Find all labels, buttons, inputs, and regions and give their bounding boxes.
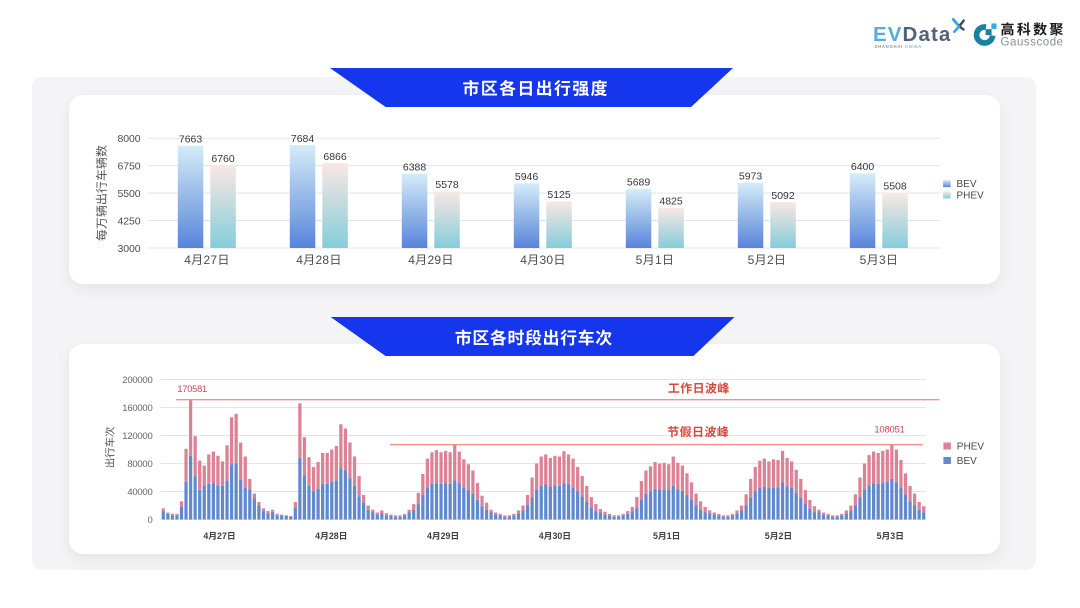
svg-text:5973: 5973 (739, 170, 763, 182)
svg-text:PHEV: PHEV (957, 442, 985, 453)
svg-text:8000: 8000 (118, 133, 141, 145)
svg-text:6750: 6750 (118, 160, 141, 172)
svg-text:1: 1 (655, 253, 662, 267)
svg-text:5: 5 (765, 531, 770, 541)
svg-text:5: 5 (748, 253, 755, 267)
svg-text:120000: 120000 (122, 431, 152, 442)
svg-text:200000: 200000 (122, 375, 152, 386)
svg-text:5: 5 (860, 253, 867, 267)
svg-text:2: 2 (767, 253, 774, 267)
svg-text:3: 3 (890, 531, 895, 541)
svg-text:6400: 6400 (851, 161, 875, 173)
svg-text:27: 27 (203, 253, 217, 267)
svg-text:27: 27 (217, 531, 227, 541)
svg-text:3: 3 (879, 253, 886, 267)
svg-text:SHANGHAI CHINA: SHANGHAI CHINA (875, 44, 923, 49)
svg-text:4825: 4825 (659, 196, 683, 208)
svg-text:30: 30 (539, 253, 553, 267)
svg-text:5689: 5689 (627, 177, 651, 189)
svg-text:4: 4 (539, 531, 544, 541)
svg-text:108051: 108051 (874, 424, 904, 435)
svg-text:4: 4 (427, 531, 432, 541)
svg-text:80000: 80000 (127, 459, 152, 470)
svg-text:30: 30 (552, 531, 562, 541)
svg-text:5578: 5578 (435, 179, 459, 191)
svg-text:170581: 170581 (177, 384, 207, 394)
svg-text:28: 28 (329, 531, 339, 541)
svg-text:5500: 5500 (118, 188, 141, 200)
svg-text:7684: 7684 (291, 133, 315, 145)
svg-text:BEV: BEV (957, 179, 977, 190)
svg-text:5: 5 (877, 531, 882, 541)
svg-text:29: 29 (441, 531, 451, 541)
svg-text:5: 5 (653, 531, 658, 541)
svg-text:4250: 4250 (118, 215, 141, 227)
svg-text:5946: 5946 (515, 171, 539, 183)
svg-text:4: 4 (296, 253, 303, 267)
svg-text:6760: 6760 (211, 153, 235, 165)
svg-text:0: 0 (147, 515, 152, 526)
svg-text:Gausscode: Gausscode (1001, 36, 1064, 48)
svg-text:1: 1 (667, 531, 672, 541)
svg-text:5125: 5125 (547, 189, 571, 201)
svg-text:5092: 5092 (771, 190, 795, 202)
svg-text:3000: 3000 (118, 243, 141, 255)
svg-text:PHEV: PHEV (957, 191, 985, 202)
svg-text:5508: 5508 (883, 181, 907, 193)
svg-text:7663: 7663 (179, 133, 203, 145)
svg-text:2: 2 (779, 531, 784, 541)
svg-text:BEV: BEV (957, 456, 977, 467)
svg-text:EVData: EVData (873, 23, 951, 46)
svg-text:160000: 160000 (122, 403, 152, 414)
svg-text:28: 28 (315, 253, 329, 267)
svg-text:4: 4 (315, 531, 320, 541)
svg-text:5: 5 (636, 253, 643, 267)
svg-text:4: 4 (203, 531, 208, 541)
svg-text:4: 4 (408, 253, 415, 267)
svg-text:6388: 6388 (403, 161, 427, 173)
svg-text:4: 4 (184, 253, 191, 267)
svg-text:6866: 6866 (323, 151, 347, 163)
svg-text:40000: 40000 (127, 487, 152, 498)
svg-text:4: 4 (520, 253, 527, 267)
svg-text:29: 29 (427, 253, 441, 267)
